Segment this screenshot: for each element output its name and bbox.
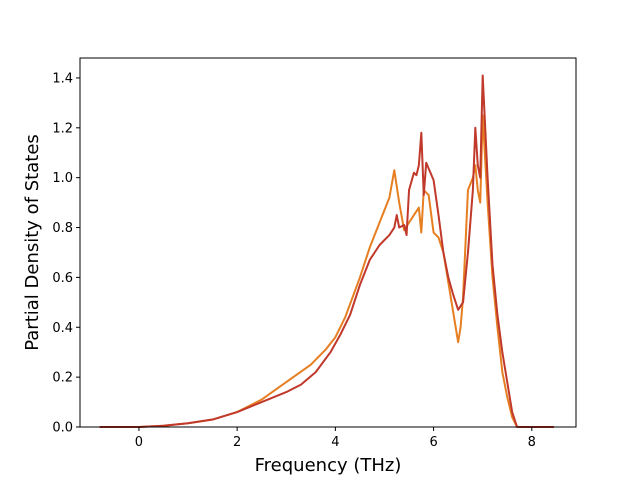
y-tick-label: 1.2: [52, 121, 73, 136]
x-tick-label: 6: [429, 435, 437, 450]
x-tick-label: 0: [135, 435, 143, 450]
y-tick-label: 0.2: [52, 371, 73, 386]
y-tick-label: 1.0: [52, 171, 73, 186]
y-tick-label: 1.4: [52, 71, 73, 86]
series-lines: [99, 74, 554, 428]
x-tick-label: 2: [233, 435, 241, 450]
x-tick-label: 8: [528, 435, 536, 450]
plot-area: [80, 58, 576, 427]
x-axis-label: Frequency (THz): [255, 455, 402, 476]
x-tick-label: 4: [331, 435, 339, 450]
y-axis-ticks: 0.0 0.2 0.4 0.6 0.8 1.0 1.2 1.4: [52, 71, 80, 436]
y-tick-label: 0.0: [52, 421, 73, 436]
y-tick-label: 0.6: [52, 271, 73, 286]
series-line-1: [99, 114, 554, 428]
plot-frame: [79, 57, 577, 428]
y-axis-label: Partial Density of States: [22, 134, 43, 351]
series-line-2: [99, 74, 554, 428]
x-axis-ticks: 0 2 4 6 8: [135, 427, 536, 450]
y-tick-label: 0.8: [52, 221, 73, 236]
y-tick-label: 0.4: [52, 321, 73, 336]
